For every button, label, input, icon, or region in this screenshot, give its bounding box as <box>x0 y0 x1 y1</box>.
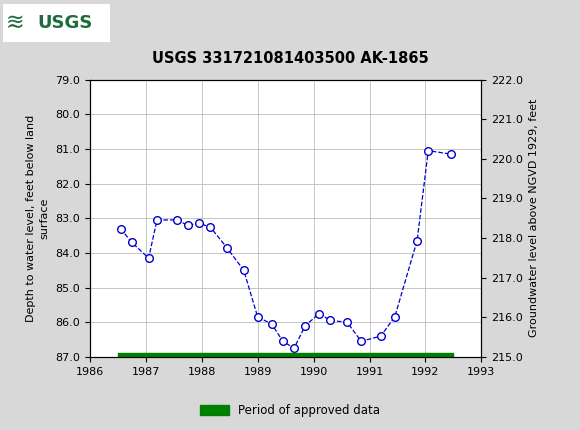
Bar <box>3 3 110 42</box>
Text: USGS: USGS <box>38 14 93 31</box>
Text: ≋: ≋ <box>6 12 24 33</box>
Legend: Period of approved data: Period of approved data <box>195 399 385 422</box>
Y-axis label: Groundwater level above NGVD 1929, feet: Groundwater level above NGVD 1929, feet <box>529 99 539 338</box>
Y-axis label: Depth to water level, feet below land
surface: Depth to water level, feet below land su… <box>26 115 50 322</box>
Text: USGS 331721081403500 AK-1865: USGS 331721081403500 AK-1865 <box>151 51 429 65</box>
